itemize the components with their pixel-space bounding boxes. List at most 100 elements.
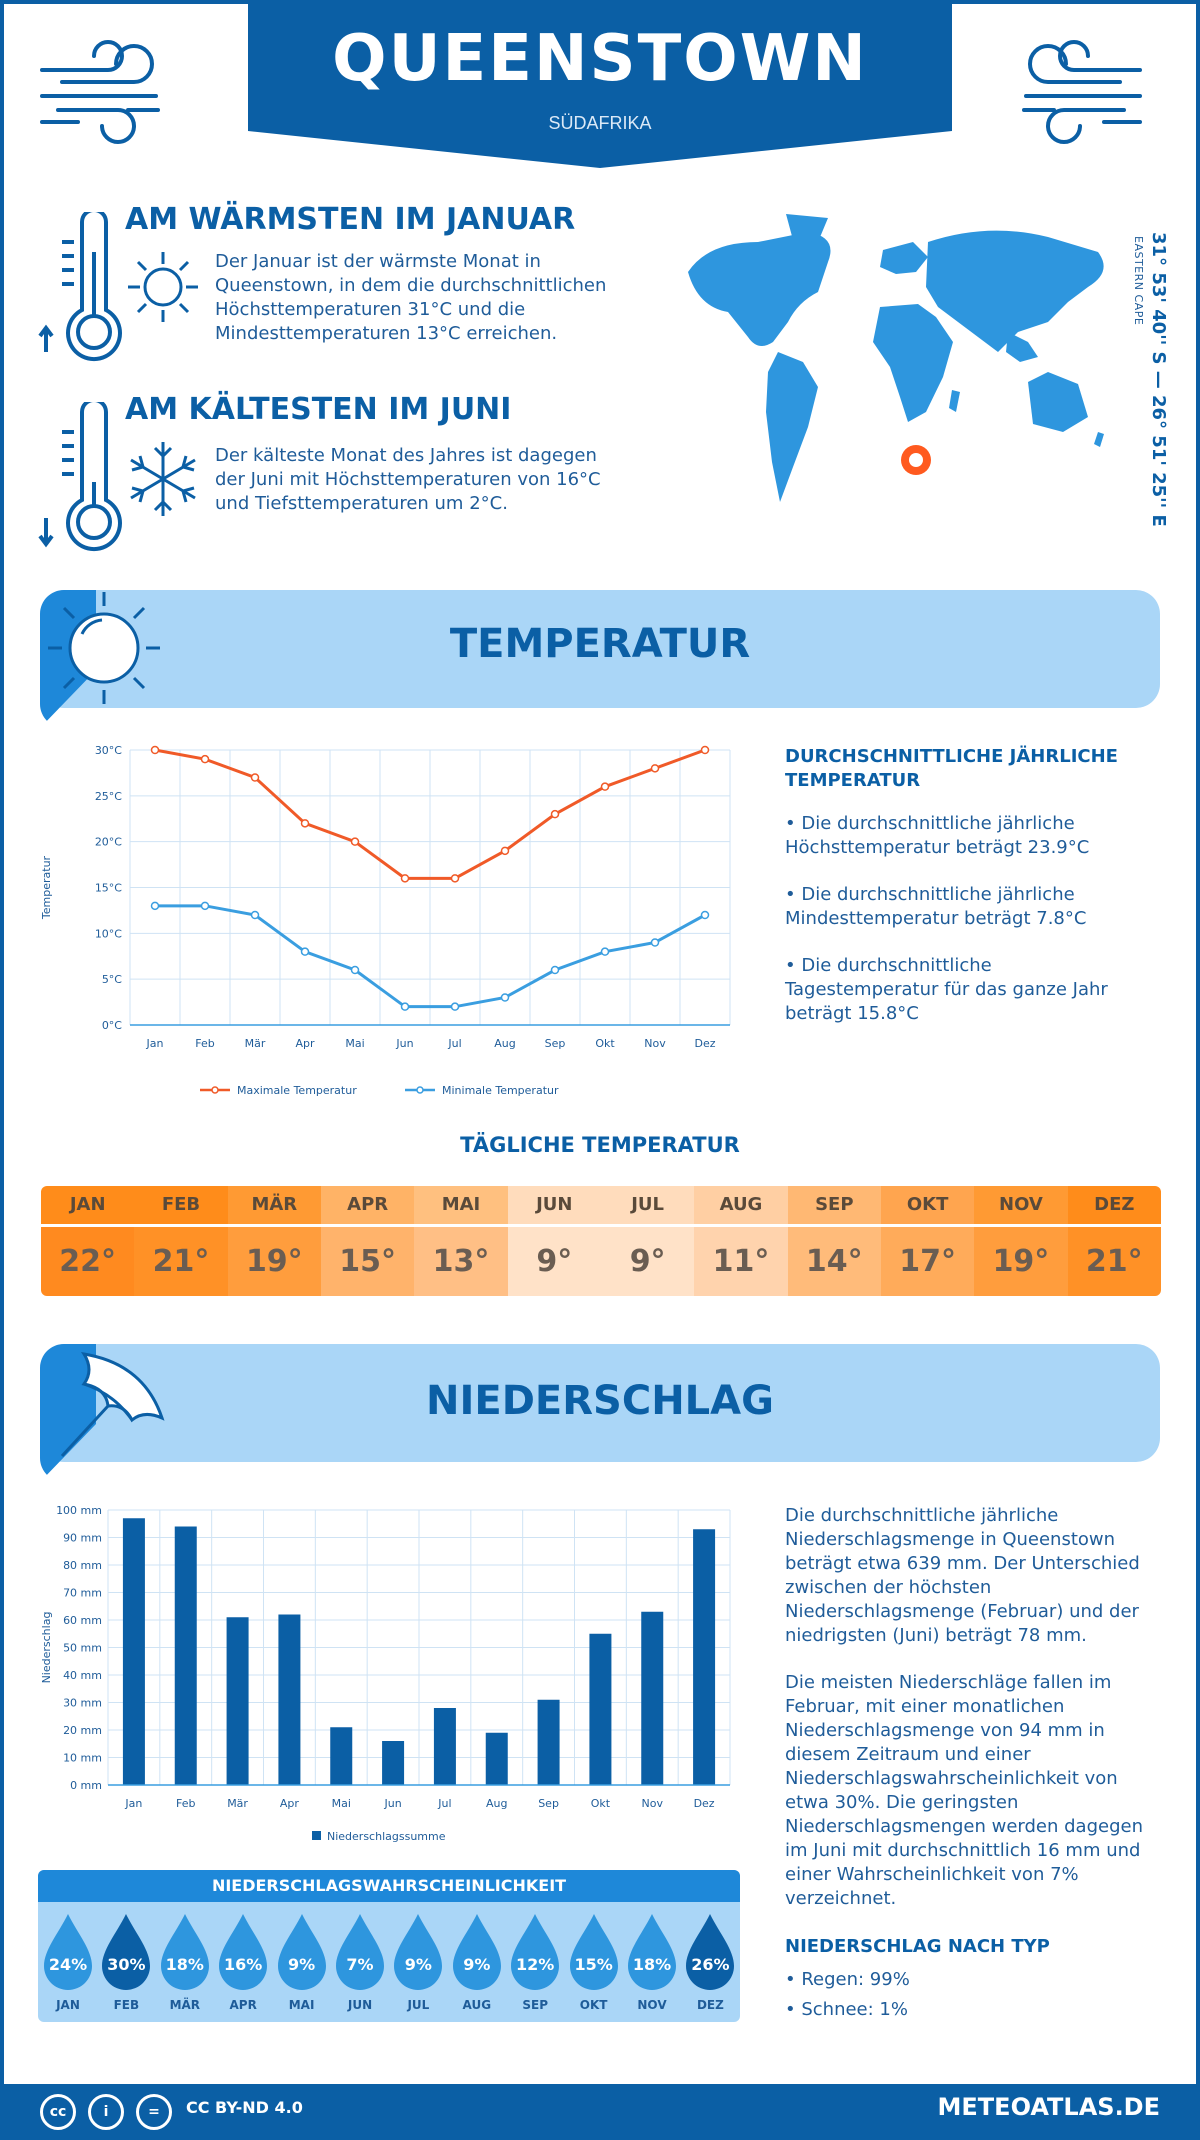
wind-icon (40, 40, 160, 144)
attribution-icon: i (88, 2094, 124, 2130)
data-point (350, 965, 360, 975)
data-point (500, 846, 510, 856)
daily-month-label: JAN (41, 1186, 135, 1224)
probability-month: JUL (407, 1998, 430, 2012)
daily-temp-value: 21° (134, 1227, 228, 1296)
x-tick-label: Apr (280, 1797, 300, 1810)
site-link[interactable]: METEOATLAS.DE (937, 2093, 1160, 2121)
temperature-banner (40, 590, 1160, 708)
data-point (400, 874, 410, 883)
coldest-title: AM KÄLTESTEN IM JUNI (125, 392, 512, 427)
annual-temp-title: DURCHSCHNITTLICHE JÄHRLICHE TEMPERATUR (785, 746, 1118, 791)
x-tick-label: Sep (545, 1037, 566, 1050)
y-tick-label: 15°C (95, 882, 122, 895)
x-tick-label: Feb (195, 1037, 214, 1050)
data-point (150, 745, 160, 755)
daily-temp-cell: MAI 13° (414, 1186, 508, 1296)
legend-swatch (312, 1831, 321, 1840)
x-tick-label: Jun (383, 1797, 401, 1810)
raindrop-icon (628, 1914, 676, 1990)
y-tick-label: 90 mm (63, 1532, 102, 1545)
probability-value: 9% (404, 1955, 432, 1974)
region-label: EASTERN CAPE (1132, 236, 1145, 326)
data-point (250, 910, 260, 920)
y-tick-label: 0°C (102, 1019, 122, 1032)
daily-temp-cell: DEZ 21° (1067, 1186, 1161, 1296)
thermometer-up-icon (38, 212, 122, 361)
raindrop-icon (219, 1914, 268, 1990)
x-tick-label: Sep (538, 1797, 559, 1810)
precipitation-title: NIEDERSCHLAG (426, 1378, 774, 1424)
daily-month-label: AUG (694, 1186, 788, 1224)
precip-bar (693, 1529, 716, 1785)
data-point (450, 1002, 460, 1011)
y-tick-label: 20 mm (63, 1724, 102, 1737)
data-point (600, 782, 610, 791)
daily-temp-value: 9° (507, 1227, 601, 1296)
precip-bar (278, 1614, 301, 1785)
legend-marker (416, 1086, 424, 1094)
series-line (154, 748, 706, 880)
data-point (650, 764, 660, 773)
probability-month: JAN (56, 1998, 80, 2012)
divider (694, 1224, 788, 1227)
x-tick-label: Dez (694, 1037, 715, 1050)
snowflake-icon (130, 442, 196, 516)
precip-bar (433, 1708, 456, 1785)
precip-bar (122, 1518, 145, 1785)
license-label[interactable]: CC BY-ND 4.0 (186, 2098, 303, 2117)
daily-temp-value: 15° (320, 1227, 415, 1296)
raindrop-icon (394, 1914, 443, 1990)
annual-min-text: • Die durchschnittliche jährliche Mindes… (785, 884, 1087, 929)
daily-temp-cell: APR 15° (320, 1186, 415, 1296)
x-tick-label: Nov (642, 1797, 664, 1810)
wind-icon (1022, 40, 1142, 144)
raindrop-icon (44, 1914, 92, 1990)
daily-temp-table: JAN 22° FEB 21° MÄR 19° APR 15° MAI 13° JUN 9° JUL 9°… (41, 1186, 1161, 1296)
y-tick-label: 30 mm (63, 1697, 102, 1710)
precip-type-title: NIEDERSCHLAG NACH TYP (785, 1936, 1050, 1957)
probability-value: 9% (288, 1955, 316, 1974)
data-point (500, 993, 510, 1002)
divider (1067, 1224, 1161, 1227)
precip-bar (330, 1727, 353, 1785)
city-title: QUEENSTOWN (332, 22, 868, 96)
daily-temp-value: 11° (694, 1227, 788, 1296)
no-derivatives-icon: = (136, 2094, 172, 2130)
daily-temp-cell: MÄR 19° (227, 1186, 321, 1296)
daily-month-label: JUL (600, 1186, 695, 1224)
daily-month-label: MÄR (227, 1186, 321, 1224)
warmest-text: Der Januar ist der wärmste Monat in Quee… (215, 251, 607, 344)
precip-type-rain: • Regen: 99% (785, 1969, 910, 1990)
probability-value: 9% (463, 1955, 491, 1974)
legend-label: Niederschlagssumme (327, 1830, 446, 1843)
daily-temp-title: TÄGLICHE TEMPERATUR (460, 1133, 740, 1157)
daily-month-label: NOV (974, 1186, 1068, 1224)
data-point (550, 809, 560, 819)
raindrop-icon (336, 1914, 384, 1990)
precip-bar (641, 1611, 664, 1785)
precip-bar (537, 1699, 560, 1785)
probability-month: AUG (462, 1998, 492, 2012)
data-point (300, 947, 310, 956)
header-banner (248, 0, 952, 168)
probability-value: 26% (691, 1955, 730, 1974)
daily-month-label: JUN (507, 1186, 601, 1224)
legend-label: Maximale Temperatur (237, 1084, 357, 1097)
daily-temp-value: 14° (787, 1227, 881, 1296)
y-tick-label: 50 mm (63, 1642, 102, 1655)
divider (320, 1224, 415, 1227)
annual-avg-text: • Die durchschnittliche Tagestemperatur … (785, 955, 1108, 1024)
data-point (550, 965, 560, 975)
y-axis-label: Niederschlag (40, 1612, 53, 1684)
legend-marker (211, 1086, 219, 1094)
temperature-chart: 0°C 5°C 10°C 15°C 20°C 25°C 30°C Jan Feb Mär Apr Ma… (40, 744, 731, 1097)
divider (227, 1224, 321, 1227)
probability-value: 30% (107, 1955, 146, 1974)
world-map (688, 214, 1104, 502)
sun-icon (48, 592, 160, 704)
divider (414, 1224, 508, 1227)
precipitation-chart: 0 mm 10 mm 20 mm 30 mm 40 mm 50 mm 60 mm 70 mm 8… (40, 1504, 731, 1843)
y-tick-label: 30°C (95, 744, 122, 757)
data-point (250, 773, 260, 782)
